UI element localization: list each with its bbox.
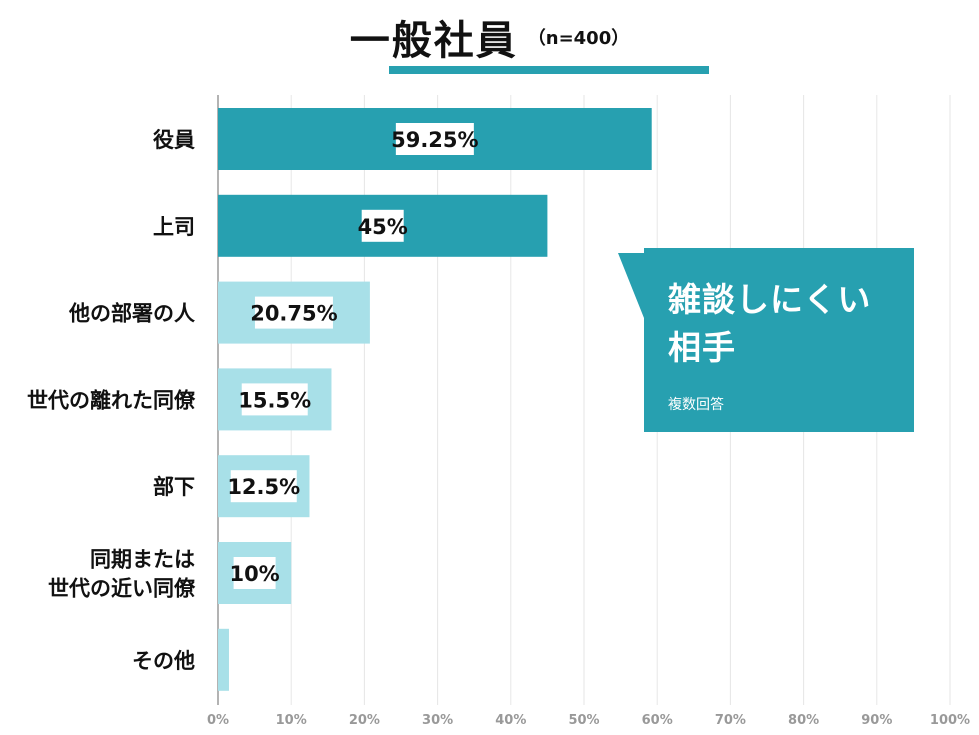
data-label: 45% [358, 215, 408, 239]
data-label-bg [241, 383, 308, 416]
chart-title-main: 一般社員 [349, 18, 518, 64]
category-label: 同期または [90, 548, 195, 572]
x-tick-label: 80% [788, 713, 819, 728]
data-label: 59.25% [391, 128, 478, 152]
bar [218, 628, 229, 691]
data-label-bg [230, 470, 297, 503]
x-tick-label: 60% [642, 713, 673, 728]
chart-title-sample-size: （n=400） [527, 28, 630, 49]
category-label: 世代の近い同僚 [48, 577, 196, 601]
data-label-bg [233, 557, 276, 589]
data-label-bg [254, 296, 333, 329]
callout-heading-line-1: 雑談しにくい [668, 280, 872, 319]
x-tick-label: 50% [568, 713, 599, 728]
category-label: 役員 [153, 128, 195, 152]
category-label: 他の部署の人 [68, 302, 195, 326]
data-label: 10% [229, 562, 279, 586]
callout-note: 複数回答 [668, 397, 724, 413]
category-label: その他 [132, 649, 195, 673]
data-label: 15.5% [238, 388, 311, 412]
category-label: 部下 [153, 475, 195, 499]
x-tick-label: 40% [495, 713, 526, 728]
category-label: 上司 [153, 215, 195, 239]
x-tick-label: 90% [861, 713, 892, 728]
data-label-bg [361, 209, 404, 242]
callout-heading: 雑談しにくい 相手 [668, 276, 908, 372]
title-underline [389, 66, 709, 74]
chart-title: 一般社員 （n=400） [0, 8, 979, 66]
data-label: 20.75% [250, 302, 337, 326]
x-tick-label: 30% [422, 713, 453, 728]
callout-heading-line-2: 相手 [668, 328, 736, 367]
callout-pointer [618, 253, 646, 323]
callout-box: 雑談しにくい 相手 複数回答 [644, 248, 914, 432]
x-tick-label: 0% [207, 713, 229, 728]
x-tick-label: 100% [930, 713, 970, 728]
data-label-bg [395, 123, 474, 155]
category-label: 世代の離れた同僚 [27, 388, 196, 412]
data-label: 12.5% [227, 475, 300, 499]
x-tick-label: 20% [349, 713, 380, 728]
x-tick-label: 70% [715, 713, 746, 728]
x-tick-label: 10% [276, 713, 307, 728]
